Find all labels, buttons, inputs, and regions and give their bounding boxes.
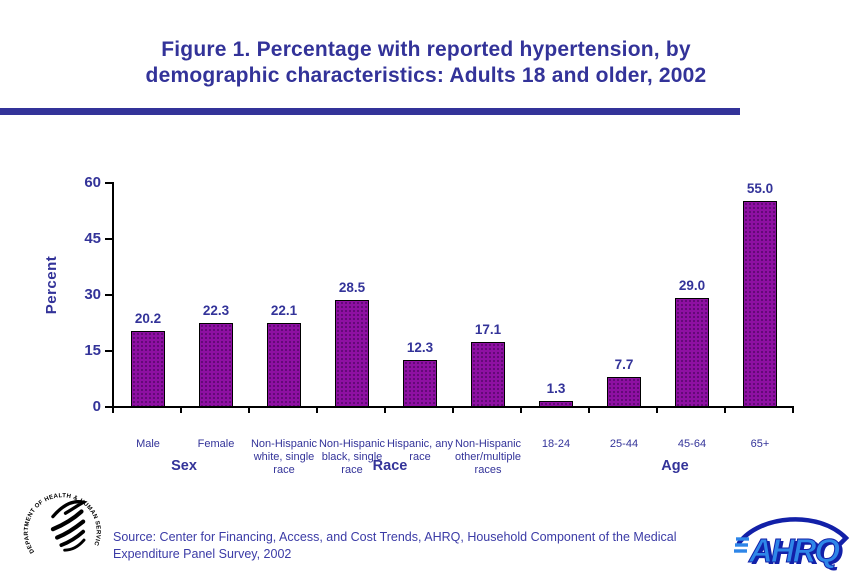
ahrq-swoosh-icon — [736, 517, 850, 550]
bar-value-label: 55.0 — [746, 181, 774, 196]
y-tick — [105, 238, 112, 240]
source-note: Source: Center for Financing, Access, an… — [113, 530, 677, 561]
ahrq-logo-text: AHRQ — [748, 532, 840, 569]
x-category-label: 25-44 — [609, 438, 639, 450]
x-category-label: 18-24 — [541, 438, 571, 450]
bar-value-label: 29.0 — [678, 278, 706, 293]
x-tick — [588, 407, 590, 413]
y-tick-label: 45 — [84, 230, 101, 247]
bar — [199, 323, 233, 407]
page-title-line2: demographic characteristics: Adults 18 a… — [145, 64, 707, 87]
x-category-label: Non-Hispanic white, single race — [250, 438, 318, 476]
hypertension-bar-chart: Percent 0 15 30 45 60 20.2 Male 22.3 Female 22.1 N… — [0, 140, 853, 490]
y-tick — [105, 294, 112, 296]
x-category-label: Hispanic, any race — [386, 438, 454, 463]
y-axis — [112, 182, 114, 408]
x-tick — [384, 407, 386, 413]
bar-value-label: 20.2 — [134, 311, 162, 326]
y-tick-label: 60 — [84, 174, 101, 191]
hhs-logo: DEPARTMENT OF HEALTH & HUMAN SERVICES·US… — [20, 488, 100, 554]
x-group-label: Age — [661, 458, 689, 474]
ahrq-logo-shadow-text: AHRQ — [751, 534, 843, 571]
x-tick — [316, 407, 318, 413]
y-tick — [105, 406, 112, 408]
bar-value-label: 12.3 — [406, 340, 434, 355]
y-tick — [105, 182, 112, 184]
y-tick-label: 0 — [92, 398, 101, 415]
x-group-label: Sex — [171, 458, 197, 474]
bar-value-label: 22.1 — [270, 303, 298, 318]
y-tick-label: 15 — [84, 342, 101, 359]
hhs-eagle-icon — [50, 500, 88, 552]
x-tick — [452, 407, 454, 413]
x-tick — [520, 407, 522, 413]
x-tick — [112, 407, 114, 413]
x-tick — [792, 407, 794, 413]
x-category-label: Female — [197, 438, 235, 450]
x-tick — [656, 407, 658, 413]
x-category-label: Male — [136, 438, 160, 450]
bar-value-label: 22.3 — [202, 303, 230, 318]
ahrq-logo: AHRQ AHRQ — [734, 517, 850, 571]
x-tick — [180, 407, 182, 413]
bar-value-label: 1.3 — [546, 381, 566, 396]
bar-value-label: 17.1 — [474, 322, 502, 337]
bar — [743, 201, 777, 407]
x-group-label: Race — [372, 458, 408, 474]
bar — [471, 342, 505, 407]
bar — [607, 377, 641, 407]
bar — [539, 401, 573, 407]
page-title-line1: Figure 1. Percentage with reported hyper… — [161, 38, 691, 61]
bar-value-label: 28.5 — [338, 280, 366, 295]
x-category-label: Non-Hispanic black, single race — [318, 438, 386, 476]
y-tick — [105, 350, 112, 352]
y-tick-label: 30 — [84, 286, 101, 303]
bar-value-label: 7.7 — [614, 357, 634, 372]
title-divider — [0, 108, 740, 115]
bar — [267, 323, 301, 407]
bar — [675, 298, 709, 407]
x-category-label: Non-Hispanic other/multiple races — [454, 438, 522, 476]
x-tick — [724, 407, 726, 413]
ahrq-speed-lines-icon — [734, 537, 749, 553]
bar — [403, 360, 437, 407]
bar — [335, 300, 369, 407]
x-category-label: 45-64 — [677, 438, 707, 450]
page-title: Figure 1. Percentage with reported hyper… — [66, 37, 786, 89]
x-tick — [248, 407, 250, 413]
x-category-label: 65+ — [750, 438, 770, 450]
bar — [131, 331, 165, 407]
